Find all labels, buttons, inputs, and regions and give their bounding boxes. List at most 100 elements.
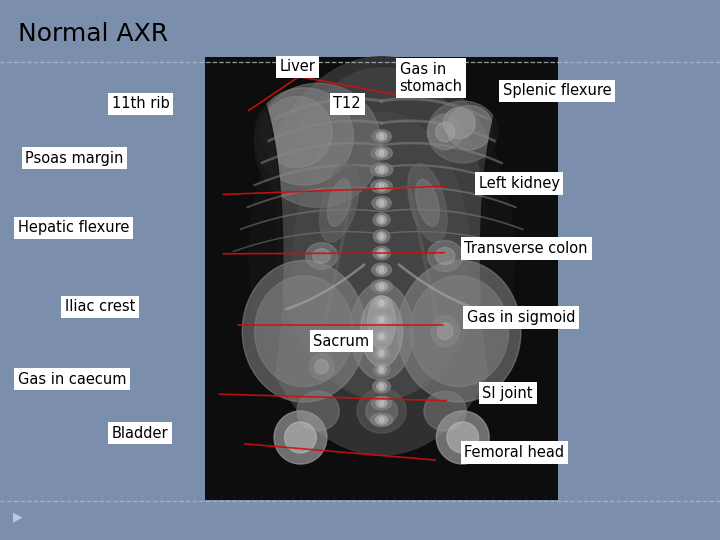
Ellipse shape	[371, 280, 392, 293]
Ellipse shape	[297, 391, 339, 431]
Ellipse shape	[379, 184, 384, 189]
Ellipse shape	[437, 323, 453, 340]
Ellipse shape	[371, 413, 392, 427]
Text: Liver: Liver	[279, 59, 315, 75]
Ellipse shape	[274, 411, 327, 464]
Ellipse shape	[375, 299, 388, 308]
Ellipse shape	[377, 232, 386, 241]
Ellipse shape	[377, 366, 386, 374]
Ellipse shape	[357, 389, 406, 433]
Text: Iliac crest: Iliac crest	[65, 299, 135, 314]
Ellipse shape	[261, 97, 332, 167]
Ellipse shape	[310, 353, 334, 380]
Ellipse shape	[370, 163, 393, 177]
Text: Psoas margin: Psoas margin	[25, 151, 124, 166]
Ellipse shape	[373, 380, 390, 393]
Ellipse shape	[376, 399, 387, 408]
Ellipse shape	[377, 265, 387, 274]
Ellipse shape	[377, 132, 387, 141]
Ellipse shape	[276, 68, 487, 400]
Ellipse shape	[212, 79, 283, 433]
Ellipse shape	[415, 179, 439, 226]
Ellipse shape	[371, 146, 392, 160]
Ellipse shape	[361, 296, 402, 367]
Ellipse shape	[372, 396, 392, 410]
Text: Gas in sigmoid: Gas in sigmoid	[467, 310, 575, 325]
Ellipse shape	[373, 347, 390, 360]
Ellipse shape	[379, 167, 384, 172]
Ellipse shape	[480, 79, 551, 433]
Ellipse shape	[377, 199, 387, 207]
Ellipse shape	[408, 164, 447, 242]
Ellipse shape	[379, 317, 384, 322]
Ellipse shape	[377, 332, 387, 341]
Text: Hepatic flexure: Hepatic flexure	[18, 220, 130, 235]
Ellipse shape	[375, 165, 388, 174]
Ellipse shape	[377, 382, 387, 391]
Ellipse shape	[379, 350, 384, 356]
Ellipse shape	[242, 260, 366, 402]
Ellipse shape	[306, 242, 338, 269]
Ellipse shape	[379, 367, 384, 373]
Ellipse shape	[255, 276, 354, 387]
Text: Sacrum: Sacrum	[313, 334, 369, 349]
Text: Left kidney: Left kidney	[479, 176, 560, 191]
Ellipse shape	[249, 57, 514, 455]
Ellipse shape	[447, 105, 492, 150]
Text: Transverse colon: Transverse colon	[464, 241, 588, 256]
Ellipse shape	[350, 282, 413, 380]
Ellipse shape	[379, 401, 384, 406]
Text: Bladder: Bladder	[112, 426, 168, 441]
Ellipse shape	[379, 251, 384, 256]
Ellipse shape	[373, 213, 390, 226]
Ellipse shape	[374, 230, 390, 243]
Text: SI joint: SI joint	[482, 386, 533, 401]
Ellipse shape	[428, 114, 463, 150]
Ellipse shape	[376, 315, 387, 324]
Text: ▶: ▶	[13, 511, 22, 524]
Ellipse shape	[428, 101, 498, 163]
Ellipse shape	[377, 215, 386, 224]
Ellipse shape	[255, 83, 382, 207]
Ellipse shape	[444, 107, 475, 139]
Ellipse shape	[371, 180, 392, 193]
Ellipse shape	[376, 182, 387, 191]
Ellipse shape	[379, 334, 384, 339]
Ellipse shape	[376, 415, 387, 424]
Ellipse shape	[379, 284, 384, 289]
Ellipse shape	[436, 247, 455, 265]
Ellipse shape	[436, 122, 455, 141]
Ellipse shape	[255, 87, 354, 185]
Ellipse shape	[447, 422, 479, 453]
Bar	[205, 57, 558, 500]
Ellipse shape	[372, 263, 392, 276]
Ellipse shape	[379, 217, 384, 222]
Ellipse shape	[379, 417, 384, 422]
Ellipse shape	[377, 349, 386, 357]
Ellipse shape	[379, 134, 384, 139]
Ellipse shape	[376, 282, 387, 291]
Ellipse shape	[372, 130, 391, 143]
Text: Gas in
stomach: Gas in stomach	[400, 62, 463, 94]
Ellipse shape	[370, 296, 393, 310]
Ellipse shape	[315, 359, 328, 374]
Ellipse shape	[424, 391, 467, 431]
Ellipse shape	[379, 200, 384, 206]
Ellipse shape	[379, 384, 384, 389]
Ellipse shape	[379, 151, 384, 156]
Ellipse shape	[428, 240, 463, 272]
Ellipse shape	[372, 197, 391, 210]
Ellipse shape	[372, 330, 391, 343]
Ellipse shape	[397, 260, 521, 402]
Text: 11th rib: 11th rib	[112, 96, 169, 111]
Ellipse shape	[379, 234, 384, 239]
Ellipse shape	[410, 276, 508, 387]
Ellipse shape	[294, 112, 470, 400]
Ellipse shape	[366, 396, 397, 426]
Ellipse shape	[284, 422, 316, 453]
Ellipse shape	[371, 313, 392, 326]
Text: Splenic flexure: Splenic flexure	[503, 83, 611, 98]
Ellipse shape	[376, 148, 387, 158]
Text: Femoral head: Femoral head	[464, 445, 564, 460]
Ellipse shape	[313, 248, 330, 264]
